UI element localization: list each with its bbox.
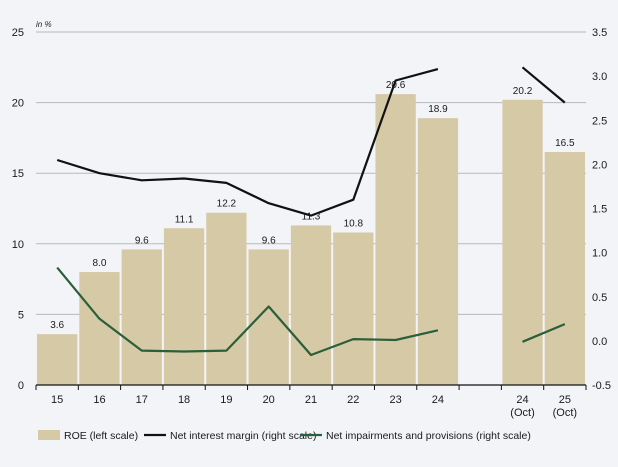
left-axis-tick-label: 5 — [18, 309, 24, 321]
bar-value-label: 9.6 — [135, 235, 149, 246]
right-axis-tick-label: 3.0 — [592, 71, 607, 83]
x-tick-label: (Oct) — [553, 407, 577, 419]
x-tick-label: 18 — [178, 394, 190, 406]
bar-value-label: 9.6 — [262, 235, 276, 246]
bar-value-label: 20.6 — [386, 80, 406, 91]
bar-value-label: 3.6 — [50, 320, 64, 331]
legend-swatch — [38, 430, 60, 440]
roe-bar — [163, 228, 205, 385]
x-tick-label: (Oct) — [510, 407, 534, 419]
left-axis-tick-label: 0 — [18, 380, 24, 392]
bar-value-label: 10.8 — [344, 219, 364, 230]
right-axis-tick-label: 2.0 — [592, 159, 607, 171]
net-interest-margin-line — [56, 68, 439, 217]
roe-bar — [375, 94, 416, 386]
x-tick-label: 24 — [516, 394, 528, 406]
x-tick-label: 22 — [347, 394, 359, 406]
left-axis-tick-label: 20 — [12, 98, 24, 110]
legend-label: Net impairments and provisions (right sc… — [326, 430, 531, 442]
bar-value-label: 11.3 — [302, 211, 321, 222]
bar-value-label: 16.5 — [555, 138, 575, 149]
right-axis-tick-label: 0.5 — [592, 292, 607, 304]
right-axis-tick-label: -0.5 — [592, 380, 611, 392]
left-axis-tick-label: 25 — [12, 27, 24, 39]
roe-bar — [417, 118, 459, 385]
gridlines — [36, 31, 586, 315]
right-axis-tick-label: 0.0 — [592, 336, 607, 348]
bar-value-label: 20.2 — [513, 86, 533, 97]
legend-item: Net impairments and provisions (right sc… — [300, 430, 531, 442]
net-impairments-line — [522, 323, 566, 343]
x-tick-label: 19 — [220, 394, 232, 406]
x-tick-label: 24 — [432, 394, 444, 406]
roe-bar — [248, 249, 289, 385]
x-tick-label: 25 — [559, 394, 571, 406]
legend-label: ROE (left scale) — [64, 430, 138, 442]
x-tick-label: 17 — [136, 394, 148, 406]
right-axis-tick-label: 1.5 — [592, 204, 607, 216]
roe-bar — [544, 152, 585, 385]
bar-value-label: 12.2 — [217, 199, 237, 210]
legend-item: ROE (left scale) — [38, 430, 138, 442]
right-axis-tick-label: 2.5 — [592, 115, 607, 127]
bar-value-label: 8.0 — [93, 258, 107, 269]
right-axis-tick-label: 3.5 — [592, 27, 607, 39]
legend: ROE (left scale) Net interest margin (rig… — [38, 430, 531, 442]
x-tick-label: 23 — [389, 394, 401, 406]
roe-bar — [121, 249, 162, 385]
legend-item: Net interest margin (right scale) — [144, 430, 316, 442]
x-tick-label: 21 — [305, 394, 317, 406]
series-lines — [56, 66, 566, 357]
bar-value-label: 18.9 — [428, 104, 448, 115]
right-axis-tick-label: 1.0 — [592, 248, 607, 260]
net-interest-margin-line — [521, 66, 566, 104]
left-axis-tick-label: 15 — [12, 168, 24, 180]
left-axis-tick-label: 10 — [12, 239, 24, 251]
legend-label: Net interest margin (right scale) — [170, 430, 316, 442]
roe-bars — [37, 94, 585, 386]
roe-bar — [290, 225, 332, 385]
net-impairments-line — [56, 266, 439, 357]
roe-bar — [37, 334, 78, 385]
x-tick-label: 20 — [263, 394, 275, 406]
roe-bar — [333, 232, 374, 385]
unit-label: in % — [36, 20, 52, 29]
roe-bar — [502, 99, 543, 385]
axes: 15 16 17 18 19 20 21 22 23 24 24(Oct)25(Oct)051015… — [12, 27, 611, 419]
x-tick-label: 16 — [93, 394, 105, 406]
bar-value-label: 11.1 — [175, 214, 194, 225]
bar-data-labels: 3.6 8.0 9.6 11.1 12.2 9.6 11.3 10.8 20.6 18.9 20.2… — [50, 80, 575, 331]
roe-bar — [206, 212, 247, 385]
x-tick-label: 15 — [51, 394, 63, 406]
